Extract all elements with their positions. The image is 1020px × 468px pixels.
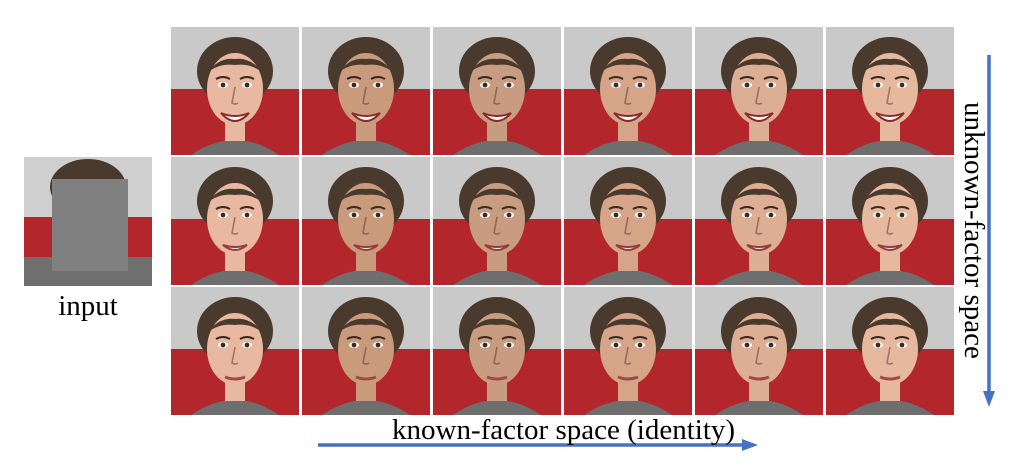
face-tile (564, 157, 692, 285)
face-tile (695, 157, 823, 285)
input-image (24, 157, 152, 286)
face-tile (433, 27, 561, 155)
face-tile (826, 287, 954, 415)
face-tile (302, 287, 430, 415)
face-tile (302, 27, 430, 155)
face-tile (826, 27, 954, 155)
face-tile (826, 157, 954, 285)
input-masked-face (24, 157, 152, 286)
face-tile (302, 157, 430, 285)
face-grid (171, 27, 954, 415)
face-tile (433, 157, 561, 285)
input-mask (52, 179, 128, 271)
input-label: input (58, 290, 118, 322)
face-tile (695, 287, 823, 415)
known-factor-label: known-factor space (identity) (392, 414, 736, 446)
face-tile (171, 287, 299, 415)
known-factor-arrow (318, 439, 758, 451)
unknown-factor-label: unknown-factor space (958, 102, 990, 359)
face-tile (695, 27, 823, 155)
face-tile (171, 27, 299, 155)
unknown-factor-arrow (983, 55, 995, 407)
face-tile (433, 287, 561, 415)
face-tile (564, 287, 692, 415)
face-tile (171, 157, 299, 285)
unknown-factor-label-wrap: unknown-factor space (958, 100, 996, 359)
face-tile (564, 27, 692, 155)
